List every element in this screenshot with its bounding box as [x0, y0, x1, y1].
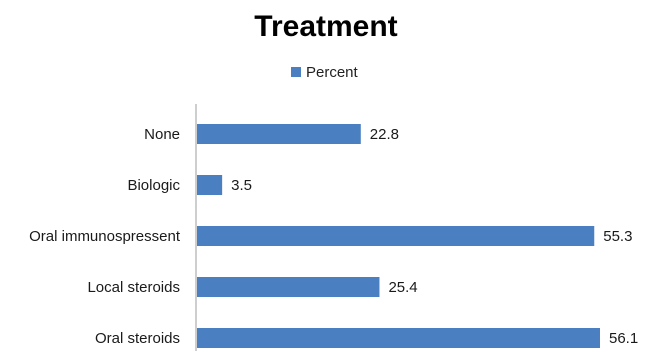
chart-title: Treatment	[254, 10, 397, 43]
category-label: Oral steroids	[95, 330, 180, 347]
data-label: 22.8	[370, 126, 399, 143]
bar	[197, 226, 595, 246]
category-label: None	[144, 126, 180, 143]
category-label: Biologic	[127, 177, 180, 194]
bar	[197, 277, 380, 297]
bar	[197, 124, 361, 144]
data-label: 25.4	[388, 279, 417, 296]
bar	[197, 328, 600, 348]
legend: Percent	[291, 64, 359, 81]
category-label: Local steroids	[87, 279, 180, 296]
data-label: 56.1	[609, 330, 638, 347]
bar	[197, 175, 223, 195]
data-label: 3.5	[231, 177, 252, 194]
category-labels: None Biologic Oral immunospressent Local st…	[29, 126, 181, 347]
category-label: Oral immunospressent	[29, 228, 181, 245]
data-label: 55.3	[603, 228, 632, 245]
legend-swatch	[291, 67, 301, 77]
legend-label: Percent	[306, 64, 359, 81]
data-labels: 22.8 3.5 55.3 25.4 56.1	[231, 126, 638, 347]
bars-group	[197, 124, 600, 348]
